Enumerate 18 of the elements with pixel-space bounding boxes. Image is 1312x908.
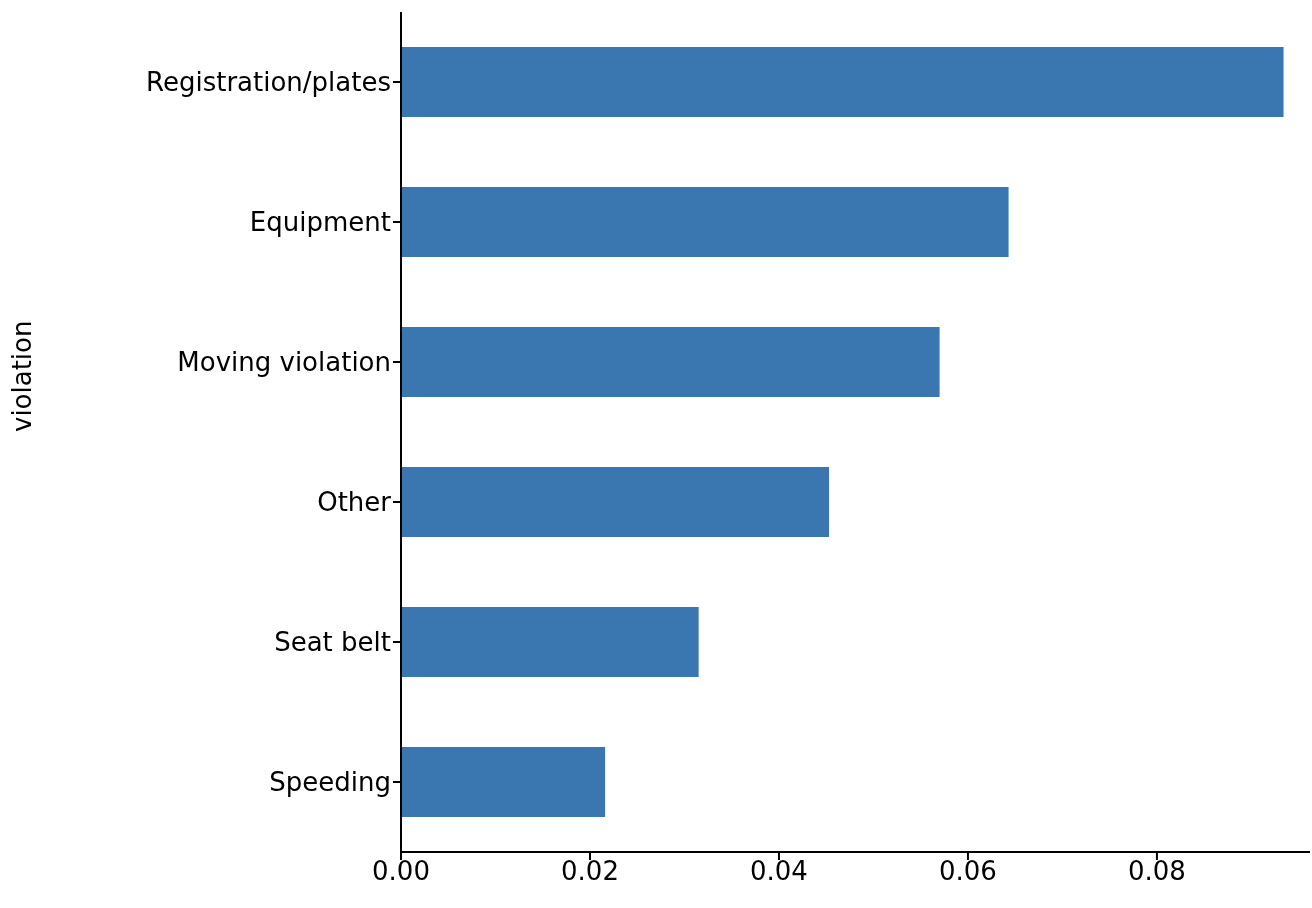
x-tick-label: 0.06 — [939, 856, 997, 887]
y-tick-label: Seat belt — [274, 627, 391, 658]
y-tick-label: Other — [317, 487, 392, 518]
y-axis-title: violation — [7, 320, 38, 432]
y-tick-label: Equipment — [249, 207, 391, 238]
y-tick-label: Speeding — [269, 767, 391, 798]
x-tick-label: 0.04 — [750, 856, 808, 887]
bar — [401, 47, 1284, 117]
y-tick-label: Moving violation — [177, 347, 391, 378]
x-tick-label: 0.08 — [1127, 856, 1186, 887]
bar — [401, 327, 940, 397]
bar — [401, 467, 830, 537]
bar — [401, 607, 699, 677]
x-tick-label: 0.02 — [561, 856, 619, 887]
bar — [401, 747, 606, 817]
bar — [401, 187, 1009, 257]
y-tick-label: Registration/plates — [146, 67, 391, 98]
x-tick-label: 0.00 — [372, 856, 430, 887]
